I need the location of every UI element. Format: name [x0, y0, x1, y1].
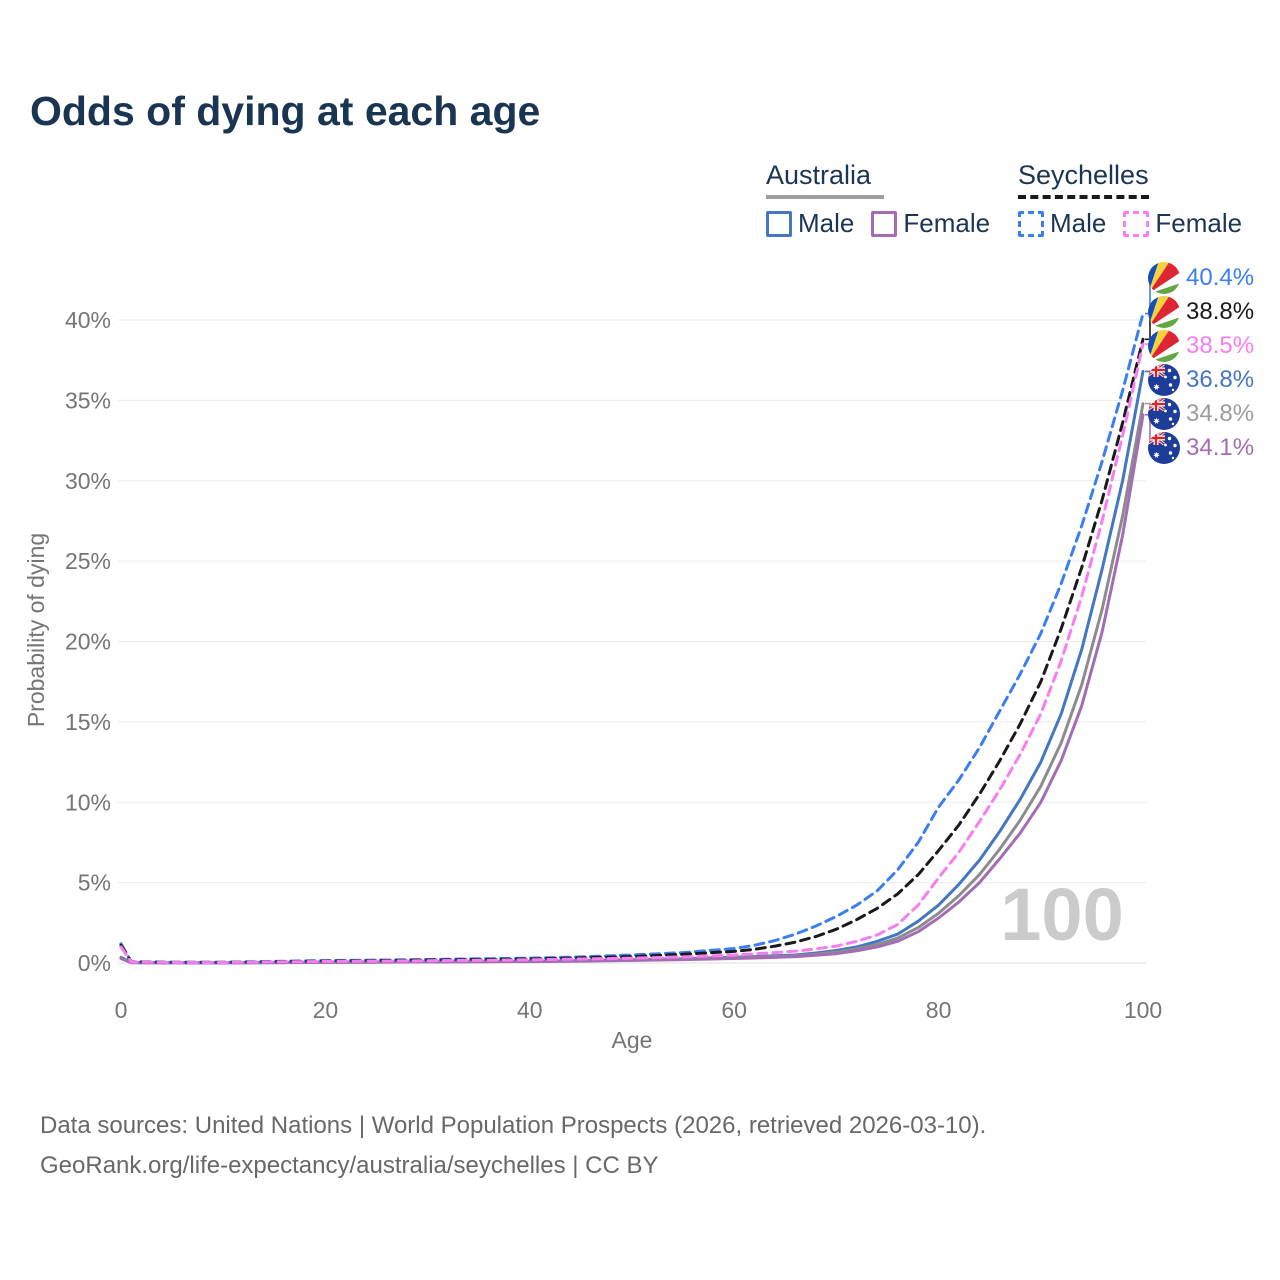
y-tick-label: 30% — [65, 468, 111, 494]
legend-label-seychelles-male: Male — [1050, 208, 1107, 238]
end-label-australia-both: 34.8% — [1148, 397, 1254, 431]
end-label-value: 40.4% — [1186, 264, 1255, 291]
series-end-labels: 40.4% 38.8% 38.5% 36.8% 34.8% 34.1% — [1148, 261, 1254, 465]
legend-label-australia-male: Male — [798, 208, 855, 238]
legend-country-australia: Australia — [766, 160, 884, 199]
footer: Data sources: United Nations | World Pop… — [40, 1106, 986, 1186]
y-tick-label: 40% — [65, 307, 111, 333]
legend-country-seychelles: Seychelles — [1018, 160, 1149, 199]
legend-label-seychelles-female: Female — [1155, 208, 1243, 238]
legend-group-australia: Australia Male Female — [766, 160, 990, 239]
legend-items-seychelles: Male Female — [1018, 208, 1242, 239]
legend-item-australia-male[interactable]: Male — [766, 208, 854, 239]
footer-attribution: GeoRank.org/life-expectancy/australia/se… — [40, 1152, 659, 1179]
end-label-value: 38.5% — [1186, 332, 1255, 359]
series-line-seychelles-female[interactable] — [119, 342, 1145, 964]
series-line-seychelles-male[interactable] — [119, 312, 1145, 964]
legend-group-seychelles: Seychelles Male Female — [1018, 160, 1242, 239]
end-label-value: 34.1% — [1186, 434, 1255, 461]
y-tick-label: 10% — [65, 789, 111, 815]
y-tick-label: 25% — [65, 548, 111, 574]
seychelles-flag-icon — [1148, 262, 1180, 294]
y-axis-title: Probability of dying — [23, 533, 49, 727]
x-axis-title: Age — [612, 1027, 653, 1053]
series-line-australia-male[interactable] — [119, 369, 1145, 965]
series-line-australia-female[interactable] — [119, 413, 1145, 965]
end-label-value: 36.8% — [1186, 366, 1255, 393]
end-label-value: 38.8% — [1186, 298, 1255, 325]
legend-label-australia-female: Female — [903, 208, 991, 238]
end-label-seychelles-female: 38.5% — [1148, 329, 1254, 363]
legend-swatch-seychelles-female[interactable] — [1123, 210, 1150, 237]
legend-swatch-australia-male[interactable] — [766, 210, 792, 237]
page-title: Odds of dying at each age — [30, 88, 541, 134]
end-label-seychelles-male: 40.4% — [1148, 261, 1254, 295]
hover-age-watermark: 100 — [1000, 873, 1123, 956]
x-tick-label: 100 — [1124, 997, 1162, 1023]
legend-swatch-australia-female[interactable] — [871, 210, 898, 237]
x-tick-label: 0 — [115, 997, 128, 1023]
legend-item-australia-female[interactable]: Female — [871, 208, 990, 239]
x-tick-label: 80 — [926, 997, 952, 1023]
y-tick-label: 20% — [65, 629, 111, 655]
y-tick-label: 35% — [65, 387, 111, 413]
australia-flag-icon — [1148, 432, 1180, 464]
series-line-australia-both[interactable] — [119, 402, 1145, 965]
end-label-australia-female: 34.1% — [1148, 431, 1254, 465]
seychelles-flag-icon — [1148, 330, 1180, 362]
legend-items-australia: Male Female — [766, 208, 990, 239]
x-tick-label: 60 — [721, 997, 747, 1023]
footer-data-sources: Data sources: United Nations | World Pop… — [40, 1112, 987, 1139]
legend-item-seychelles-female[interactable]: Female — [1123, 208, 1242, 239]
y-tick-label: 0% — [78, 950, 111, 976]
end-label-value: 34.8% — [1186, 400, 1255, 427]
australia-flag-icon — [1148, 398, 1180, 430]
y-tick-label: 15% — [65, 709, 111, 735]
end-label-seychelles-both: 38.8% — [1148, 295, 1254, 329]
australia-flag-icon — [1148, 364, 1180, 396]
y-tick-label: 5% — [78, 870, 111, 896]
series-line-seychelles-both[interactable] — [119, 337, 1145, 964]
legend-item-seychelles-male[interactable]: Male — [1018, 208, 1106, 239]
x-tick-label: 20 — [313, 997, 339, 1023]
legend-swatch-seychelles-male[interactable] — [1018, 210, 1044, 237]
end-label-australia-male: 36.8% — [1148, 363, 1254, 397]
x-tick-label: 40 — [517, 997, 543, 1023]
seychelles-flag-icon — [1148, 296, 1180, 328]
